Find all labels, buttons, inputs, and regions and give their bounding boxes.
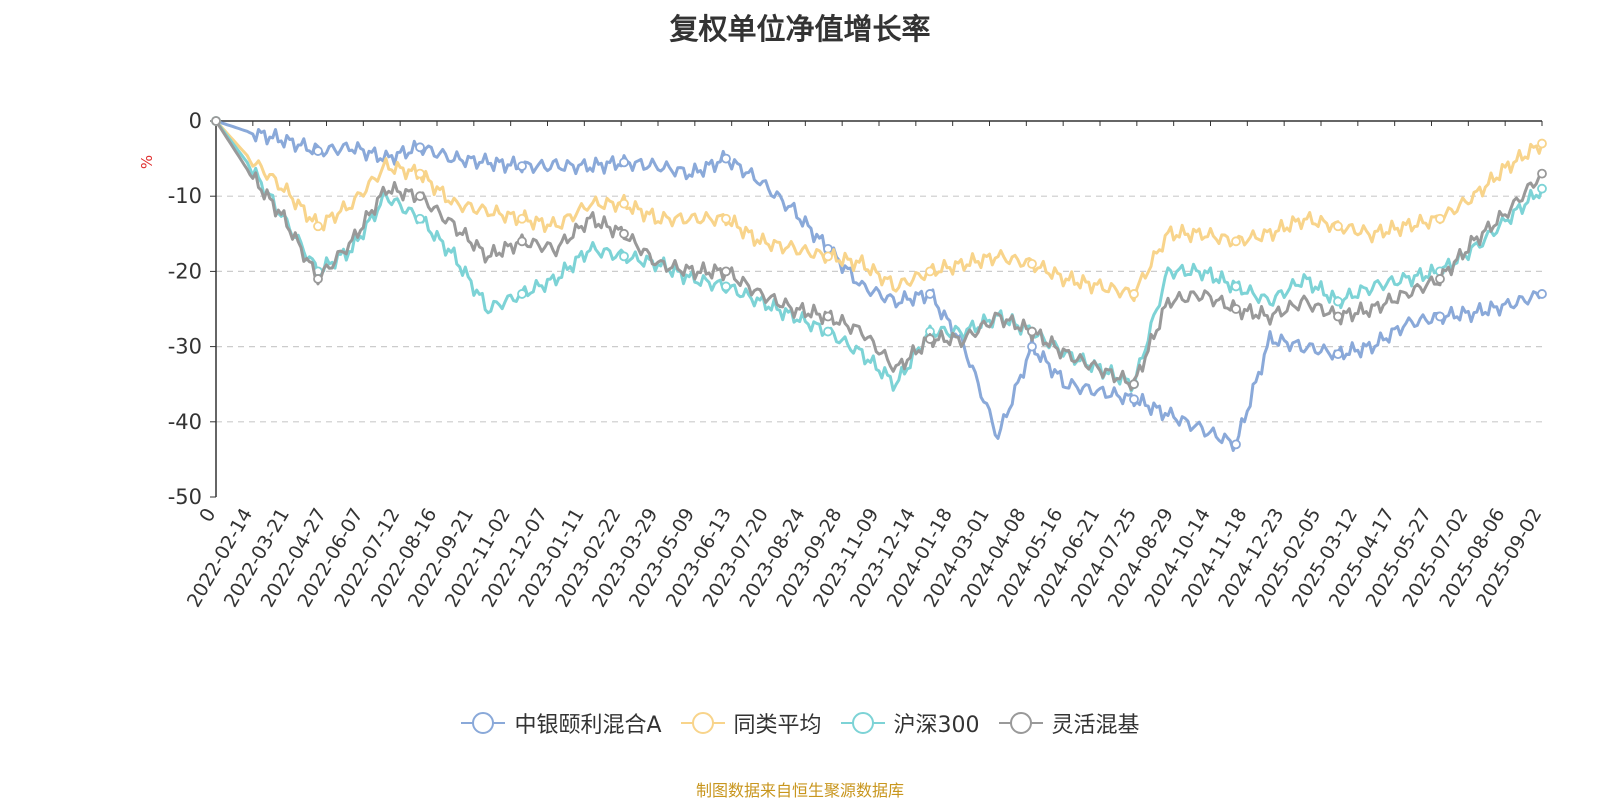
legend-label: 中银颐利混合A xyxy=(514,713,662,738)
data-point xyxy=(1435,311,1445,322)
data-point xyxy=(1027,326,1037,337)
data-point xyxy=(415,213,425,224)
source-note: 制图数据来自恒生聚源数据库 xyxy=(695,781,904,800)
data-point xyxy=(619,228,629,239)
data-point xyxy=(517,213,527,224)
data-point xyxy=(313,274,323,284)
data-point xyxy=(1333,221,1343,232)
data-point xyxy=(721,213,731,224)
data-point xyxy=(1537,183,1547,194)
legend-marker-icon xyxy=(840,712,885,734)
data-point xyxy=(1129,289,1139,299)
data-point xyxy=(1129,394,1139,405)
legend-item-1[interactable]: 同类平均 xyxy=(680,707,822,739)
y-tick-label: -30 xyxy=(168,335,202,359)
data-point xyxy=(1537,289,1547,299)
series-line-2 xyxy=(214,120,1544,393)
series-line-0 xyxy=(215,119,1544,452)
series-lines xyxy=(211,116,1547,452)
y-tick-label: -20 xyxy=(168,259,202,283)
data-point xyxy=(1333,296,1343,307)
line-chart: 0-10-20-30-40-5002022-02-142022-03-21202… xyxy=(138,109,1547,611)
data-point xyxy=(211,116,221,126)
data-point xyxy=(1129,379,1139,390)
series-line-3 xyxy=(214,120,1544,391)
data-point xyxy=(619,198,629,209)
y-tick-label: -40 xyxy=(168,410,202,434)
data-point xyxy=(313,221,323,232)
data-point xyxy=(1435,274,1445,284)
legend-marker-icon xyxy=(998,712,1043,734)
data-point xyxy=(619,251,629,262)
data-point xyxy=(517,161,527,172)
data-point xyxy=(415,142,425,153)
legend-label: 灵活混基 xyxy=(1051,713,1140,738)
data-point xyxy=(415,191,425,202)
legend-label: 沪深300 xyxy=(893,713,980,738)
data-point xyxy=(1231,281,1241,292)
legend-item-0[interactable]: 中银颐利混合A xyxy=(460,707,662,739)
data-point xyxy=(1231,304,1241,314)
data-point xyxy=(1333,311,1343,322)
y-tick-label: -50 xyxy=(168,485,202,509)
data-point xyxy=(1435,213,1445,224)
data-point xyxy=(823,251,833,262)
data-point xyxy=(1537,168,1547,179)
legend-item-3[interactable]: 灵活混基 xyxy=(998,707,1140,739)
grid-lines xyxy=(216,195,1542,423)
data-point xyxy=(313,146,323,156)
axes: 0-10-20-30-40-5002022-02-142022-03-21202… xyxy=(168,109,1547,611)
y-axis-label: % xyxy=(138,155,156,169)
data-point xyxy=(619,157,629,168)
data-point xyxy=(1027,341,1037,352)
data-point xyxy=(721,153,731,164)
data-point xyxy=(925,266,935,277)
legend-marker-icon xyxy=(461,712,506,734)
data-point xyxy=(721,266,731,277)
data-point xyxy=(925,334,935,344)
y-tick-label: -10 xyxy=(168,184,202,208)
data-point xyxy=(721,281,731,292)
data-point xyxy=(517,289,527,299)
data-point xyxy=(823,311,833,322)
y-tick-label: 0 xyxy=(189,109,202,133)
legend-item-2[interactable]: 沪深300 xyxy=(840,707,980,739)
data-point xyxy=(415,168,425,179)
data-point xyxy=(1537,138,1547,149)
data-point xyxy=(925,289,935,299)
data-point xyxy=(517,236,527,247)
x-tick-label: 0 xyxy=(195,505,220,526)
series-line-1 xyxy=(214,119,1544,303)
legend-marker-icon xyxy=(680,712,725,734)
data-point xyxy=(1231,236,1241,247)
data-point xyxy=(823,326,833,337)
data-point xyxy=(1027,258,1037,269)
data-point xyxy=(1231,439,1241,450)
legend-label: 同类平均 xyxy=(733,713,822,738)
chart-title: 复权单位净值增长率 xyxy=(669,12,931,46)
data-point xyxy=(1333,349,1343,360)
legend: 中银颐利混合A 同类平均 沪深300 灵活混基 xyxy=(0,707,1600,741)
